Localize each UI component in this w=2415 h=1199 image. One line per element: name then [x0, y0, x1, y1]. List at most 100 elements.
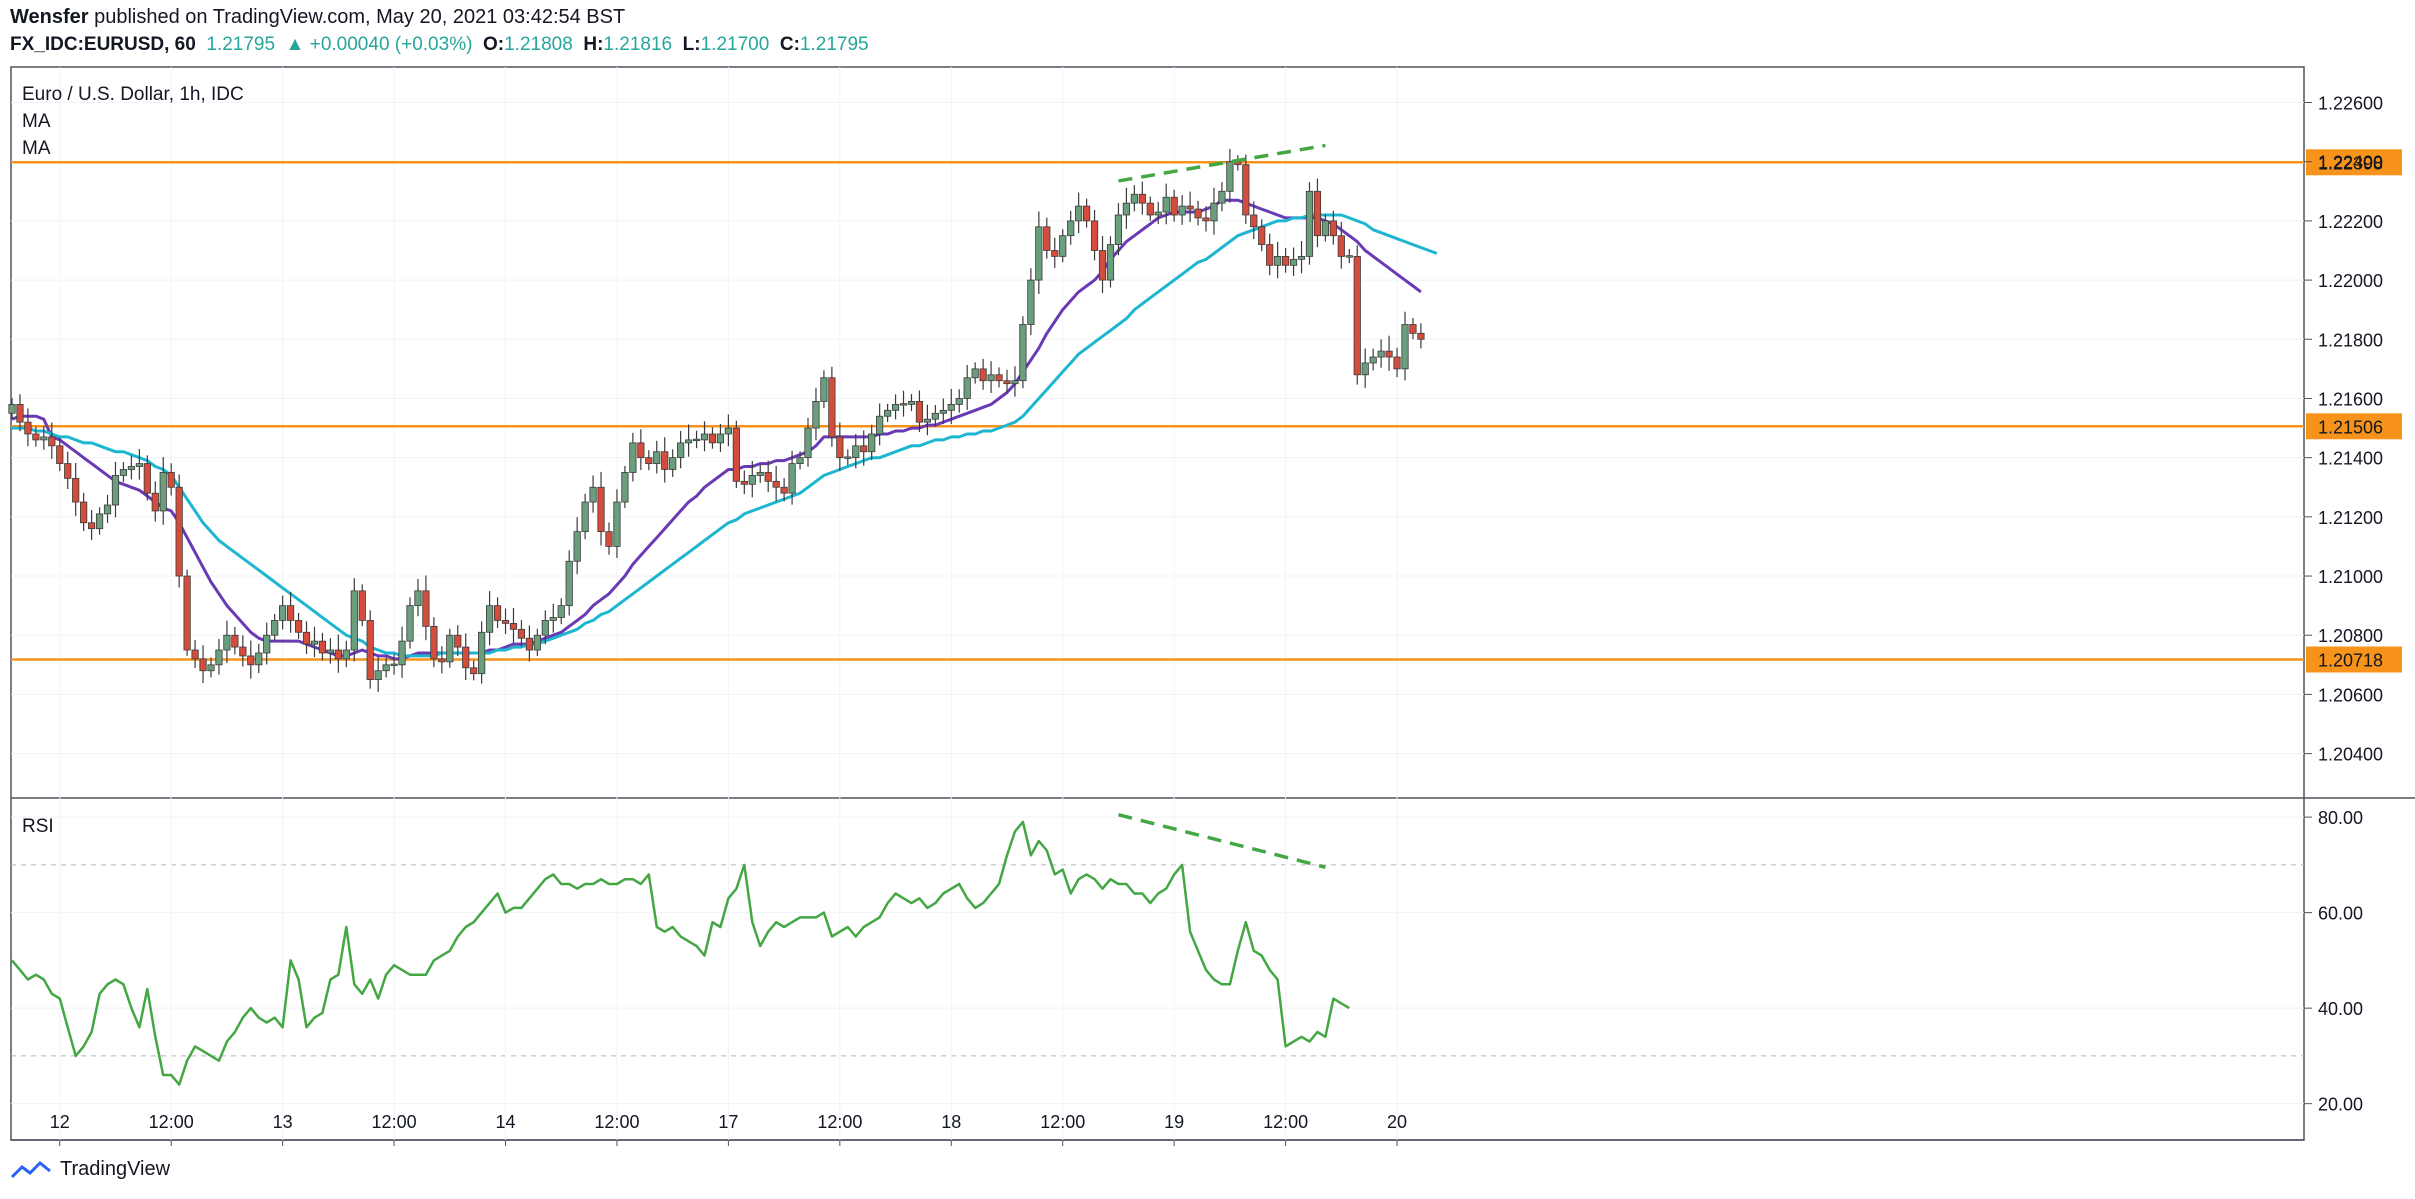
candle [868, 424, 876, 460]
candle [374, 657, 382, 692]
candle [884, 403, 892, 423]
candle-body-up [589, 486, 597, 503]
divergence-annotations[interactable] [1118, 143, 1326, 869]
candle-body-down [1329, 220, 1337, 237]
candle [557, 598, 565, 625]
ma-slow-legend: MA [22, 138, 51, 159]
candle [645, 450, 653, 471]
candle [127, 455, 135, 480]
candle [1313, 178, 1322, 248]
candle [820, 370, 828, 409]
candle-body-up [119, 469, 128, 476]
time-tick-label: 12:00 [1263, 1112, 1308, 1132]
candle [621, 465, 629, 508]
candle [334, 634, 342, 673]
candle [302, 621, 311, 654]
candle-body-down [501, 620, 510, 624]
candle [995, 367, 1003, 388]
candle-body-down [183, 575, 191, 651]
candle [175, 474, 183, 588]
last-price: 1.21795 [206, 34, 276, 55]
candle-body-up [279, 605, 287, 621]
candle-body-down [1003, 380, 1011, 385]
candle [947, 388, 955, 425]
candle-body-up [326, 649, 335, 654]
candle [342, 640, 350, 668]
candle [1353, 245, 1361, 385]
candle-body-up [1377, 350, 1385, 358]
author-name[interactable]: Wensfer [10, 6, 89, 28]
candle [135, 449, 143, 480]
candle [1098, 235, 1107, 294]
ma-slow-line [12, 213, 1438, 658]
candle [796, 451, 804, 470]
candle-body-up [899, 403, 908, 406]
candle [1321, 214, 1329, 242]
candle-body-up [414, 590, 422, 607]
level-price-tag [2306, 646, 2402, 673]
candle-body-up [1321, 220, 1329, 237]
candle-body-down [430, 625, 438, 660]
candle-body-up [852, 445, 860, 459]
candle [1059, 229, 1067, 263]
candle [1401, 311, 1409, 381]
high-value: 1.21816 [603, 34, 673, 55]
candle-body-up [1122, 202, 1130, 216]
candle [1106, 236, 1115, 288]
candle-body-down [56, 445, 64, 464]
candle [724, 414, 733, 447]
candle-body-up [1027, 279, 1035, 325]
candle-body-up [923, 418, 932, 423]
candle [310, 626, 319, 658]
candle [685, 424, 693, 457]
candle [1274, 241, 1282, 279]
time-tick-label: 14 [496, 1112, 516, 1132]
time-tick-label: 12:00 [594, 1112, 639, 1132]
candle-body-up [987, 374, 995, 382]
close-value: 1.21795 [799, 34, 869, 55]
candle [382, 657, 390, 678]
price-tick-label: 1.21000 [2318, 567, 2383, 587]
candle [1019, 316, 1027, 389]
price-tick-label: 1.21400 [2318, 449, 2383, 469]
candle [509, 607, 518, 644]
candle-body-up [677, 442, 685, 459]
candle-body-up [716, 433, 725, 444]
candle-body-up [613, 501, 621, 547]
candle [294, 613, 303, 639]
candle-body-up [215, 649, 223, 666]
candle-body-up [1075, 205, 1083, 222]
candle [8, 397, 16, 420]
candle-body-down [1138, 193, 1146, 204]
candle-body-up [963, 377, 971, 399]
candle-body-down [597, 486, 605, 533]
candle [971, 362, 979, 384]
price-tick-label: 1.22600 [2318, 94, 2383, 114]
candle-body-down [247, 655, 255, 666]
candle [1218, 182, 1226, 212]
candle [748, 460, 756, 498]
candle-body-down [239, 646, 247, 657]
tradingview-logo-icon [10, 1160, 51, 1178]
candle-body-down [231, 634, 239, 648]
price-tick-label: 1.20600 [2318, 685, 2383, 705]
price-divergence-line[interactable] [1118, 143, 1326, 183]
candle [1130, 185, 1138, 212]
candle [1154, 201, 1162, 225]
rsi-divergence-line[interactable] [1118, 813, 1326, 869]
candle-body-down [151, 492, 159, 512]
candle-body-up [255, 652, 263, 666]
candle-body-down [24, 421, 32, 435]
candle-body-up [271, 620, 279, 636]
footer-brand[interactable]: TradingView [10, 1158, 170, 1181]
candle-body-down [828, 377, 836, 438]
candle [1258, 219, 1266, 252]
candle [772, 465, 780, 502]
candle [1282, 248, 1290, 273]
candle [979, 358, 987, 390]
candle [1297, 241, 1306, 274]
candle [279, 595, 287, 630]
candle-body-up [1178, 205, 1186, 216]
candle [653, 440, 661, 474]
